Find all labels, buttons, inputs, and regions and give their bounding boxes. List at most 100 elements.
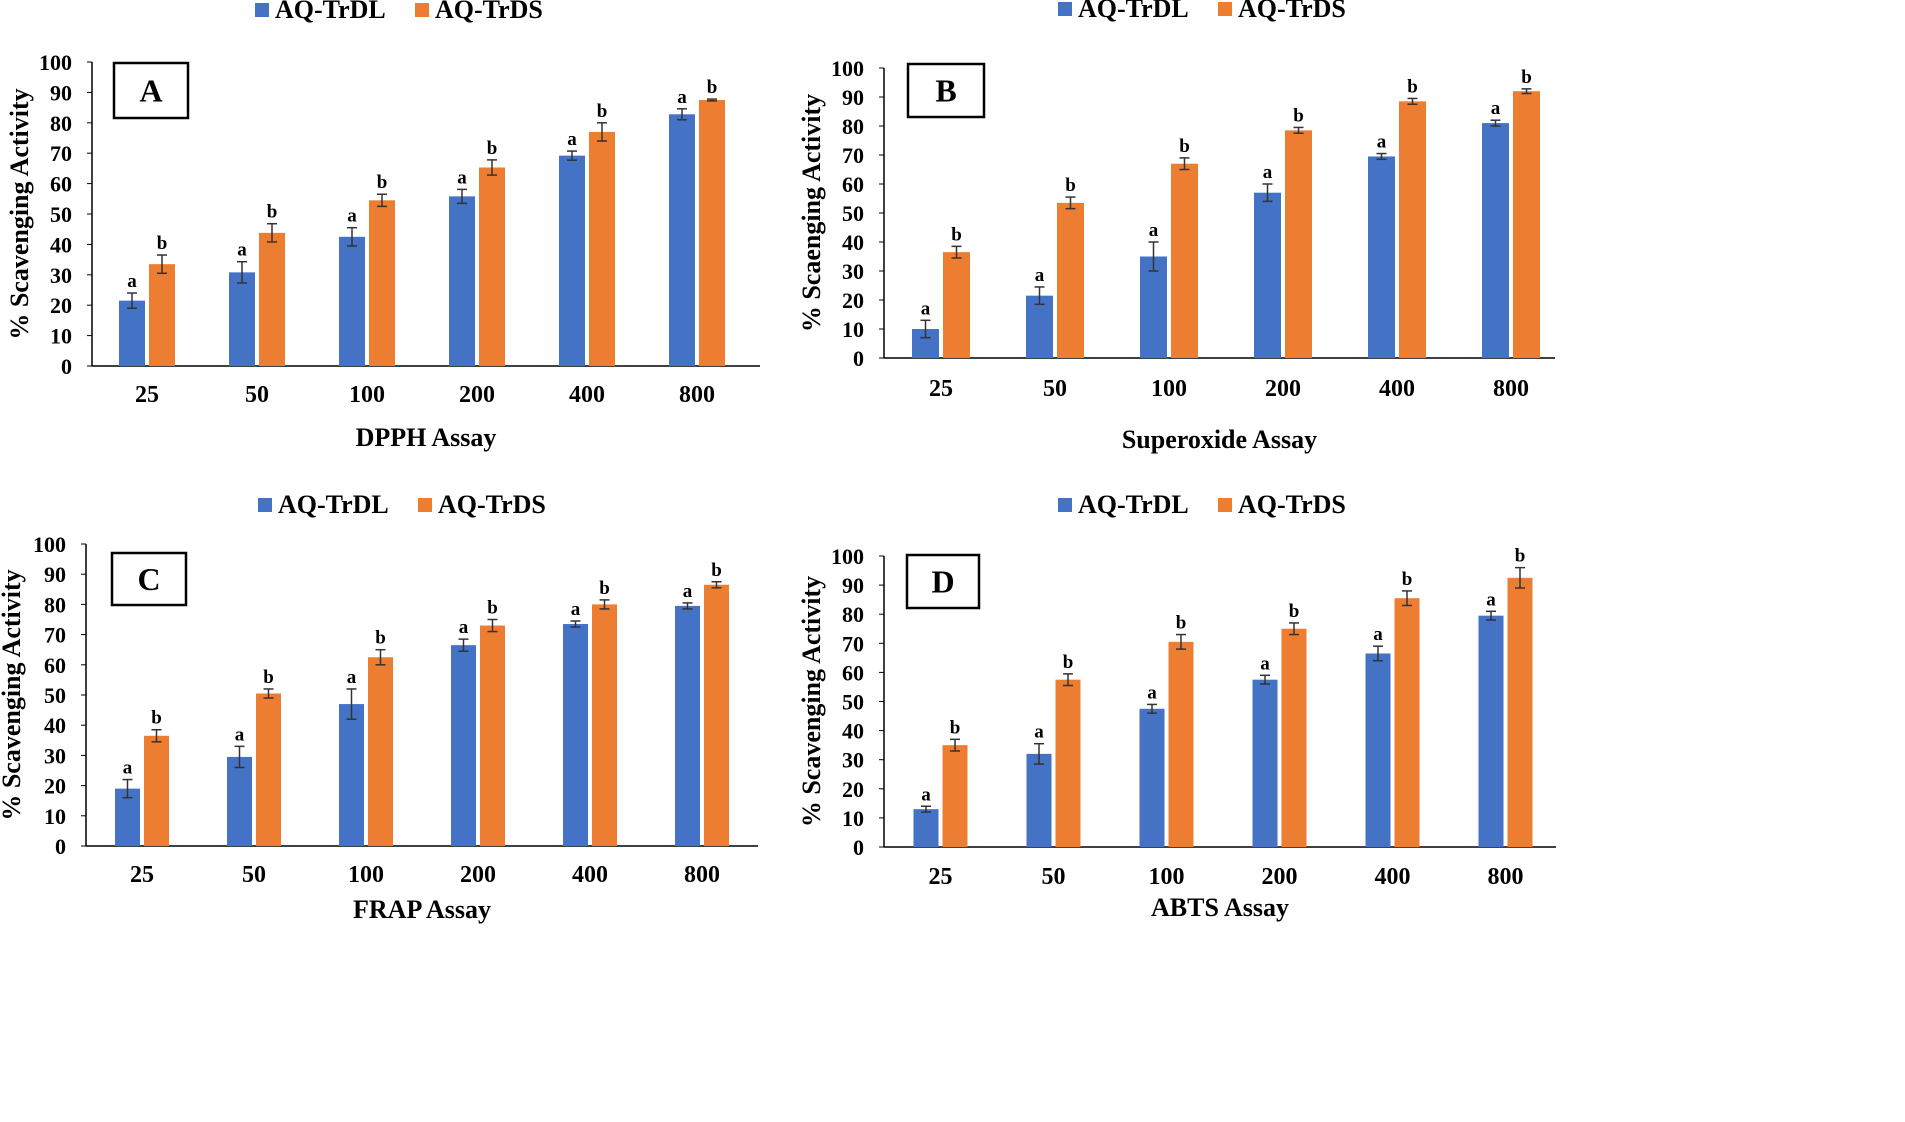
- panel-label-box: [112, 61, 190, 120]
- significance-label: a: [1034, 722, 1044, 743]
- legend-label-1: AQ-TrDL: [275, 0, 386, 24]
- significance-label: b: [1176, 613, 1187, 634]
- legend-swatch-2: [1218, 2, 1232, 16]
- significance-label: b: [263, 667, 274, 688]
- significance-label: a: [457, 167, 467, 188]
- y-tick-label: 90: [842, 85, 864, 110]
- y-tick-label: 80: [50, 111, 72, 136]
- bar: [1482, 123, 1509, 358]
- y-tick-label: 90: [842, 573, 864, 598]
- bar: [563, 624, 588, 846]
- significance-label: b: [599, 578, 610, 599]
- legend: AQ-TrDL AQ-TrDS: [1058, 0, 1346, 23]
- bar: [449, 196, 475, 366]
- bar: [227, 756, 252, 846]
- significance-label: a: [1035, 265, 1045, 286]
- y-tick-label: 10: [50, 324, 72, 349]
- significance-label: a: [1373, 624, 1383, 645]
- bar: [1140, 256, 1167, 358]
- legend: AQ-TrDL AQ-TrDS: [258, 490, 546, 519]
- significance-label: b: [151, 708, 162, 729]
- panel-label: B: [935, 73, 956, 109]
- significance-label: b: [950, 717, 961, 738]
- y-tick-label: 60: [842, 172, 864, 197]
- y-tick-label: 40: [842, 230, 864, 255]
- panel-label-box: [905, 553, 981, 610]
- legend-label-1: AQ-TrDL: [1078, 490, 1189, 519]
- significance-label: b: [375, 628, 386, 649]
- legend-swatch-1: [1058, 2, 1072, 16]
- x-tick-label: 200: [1262, 864, 1298, 890]
- x-tick-label: 100: [1149, 864, 1185, 890]
- y-tick-label: 60: [50, 172, 72, 197]
- y-tick-label: 30: [50, 263, 72, 288]
- x-axis-title: Superoxide Assay: [1122, 425, 1317, 454]
- significance-label: a: [347, 667, 357, 688]
- y-tick-label: 70: [842, 143, 864, 168]
- x-tick-label: 800: [1493, 376, 1529, 402]
- y-axis-title: % Scavenging Activity: [0, 569, 26, 820]
- x-tick-label: 200: [460, 862, 496, 888]
- x-tick-label: 25: [130, 862, 154, 888]
- significance-label: a: [1149, 220, 1159, 241]
- significance-label: a: [347, 206, 357, 227]
- bar: [1478, 615, 1504, 847]
- bar: [479, 167, 505, 366]
- panel-label: C: [137, 561, 160, 597]
- significance-label: a: [1263, 162, 1273, 183]
- significance-label: b: [487, 598, 498, 619]
- y-tick-label: 10: [842, 317, 864, 342]
- x-tick-label: 200: [1265, 376, 1301, 402]
- y-tick-label: 30: [842, 259, 864, 284]
- significance-label: b: [157, 233, 168, 254]
- legend-label-2: AQ-TrDS: [435, 0, 543, 24]
- y-tick-label: 40: [842, 719, 864, 744]
- bar: [592, 604, 617, 846]
- y-axis-title: % Scavenging Activity: [797, 576, 826, 827]
- significance-label: a: [1147, 682, 1157, 703]
- bar: [1252, 679, 1278, 847]
- y-tick-label: 50: [842, 201, 864, 226]
- panel-label-box: [906, 62, 986, 119]
- bar: [256, 693, 281, 846]
- y-tick-label: 20: [44, 774, 66, 799]
- x-tick-label: 400: [572, 862, 608, 888]
- y-tick-label: 100: [39, 50, 72, 75]
- legend-swatch-1: [1058, 498, 1072, 512]
- legend-label-2: AQ-TrDS: [1238, 490, 1346, 519]
- bar: [1139, 708, 1165, 847]
- legend-swatch-1: [258, 498, 272, 512]
- x-tick-label: 25: [929, 376, 953, 402]
- bar: [1254, 192, 1281, 358]
- x-tick-label: 800: [684, 862, 720, 888]
- bar: [589, 131, 615, 366]
- y-tick-label: 70: [50, 141, 72, 166]
- significance-label: b: [711, 560, 722, 581]
- x-tick-label: 400: [569, 382, 605, 408]
- y-tick-label: 100: [831, 544, 864, 569]
- bar: [1394, 598, 1420, 847]
- y-tick-label: 30: [842, 748, 864, 773]
- bar: [229, 272, 255, 366]
- bar: [339, 236, 365, 366]
- bar: [1281, 628, 1307, 847]
- panel-label-box: [110, 551, 188, 607]
- significance-label: a: [921, 784, 931, 805]
- significance-label: b: [487, 138, 498, 159]
- bar: [1026, 753, 1052, 847]
- legend-label-2: AQ-TrDS: [1238, 0, 1346, 23]
- x-tick-label: 800: [679, 382, 715, 408]
- y-tick-label: 80: [842, 114, 864, 139]
- y-tick-label: 40: [50, 232, 72, 257]
- significance-label: a: [1377, 132, 1387, 153]
- y-tick-label: 20: [50, 293, 72, 318]
- significance-label: b: [1289, 601, 1300, 622]
- x-axis-title: FRAP Assay: [353, 895, 491, 924]
- x-tick-label: 800: [1488, 864, 1524, 890]
- x-tick-label: 100: [1151, 376, 1187, 402]
- bar: [943, 252, 970, 358]
